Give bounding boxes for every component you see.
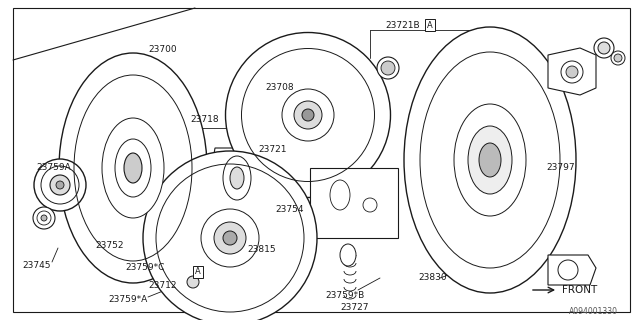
Ellipse shape: [377, 57, 399, 79]
Text: 23759*C: 23759*C: [125, 263, 164, 273]
Text: 23759*B: 23759*B: [325, 291, 364, 300]
Ellipse shape: [611, 51, 625, 65]
Text: 23759A: 23759A: [36, 164, 71, 172]
Text: 23727: 23727: [340, 303, 369, 313]
Text: 23815: 23815: [247, 245, 276, 254]
Ellipse shape: [187, 276, 199, 288]
Ellipse shape: [56, 181, 64, 189]
Polygon shape: [210, 148, 260, 210]
Text: A: A: [195, 268, 201, 276]
Text: 23718: 23718: [190, 116, 219, 124]
Ellipse shape: [59, 53, 207, 283]
Ellipse shape: [225, 33, 390, 197]
Text: 23759*A: 23759*A: [108, 295, 147, 305]
Ellipse shape: [468, 126, 512, 194]
Polygon shape: [548, 255, 596, 285]
Ellipse shape: [33, 207, 55, 229]
Ellipse shape: [214, 222, 246, 254]
Ellipse shape: [41, 215, 47, 221]
Text: 23700: 23700: [148, 45, 177, 54]
Ellipse shape: [566, 66, 578, 78]
Ellipse shape: [598, 42, 610, 54]
Text: 23721B: 23721B: [385, 20, 420, 29]
Ellipse shape: [479, 143, 501, 177]
Ellipse shape: [282, 89, 334, 141]
Text: 23754: 23754: [275, 205, 303, 214]
Text: 23721: 23721: [258, 146, 287, 155]
Ellipse shape: [223, 231, 237, 245]
Text: 23830: 23830: [418, 274, 447, 283]
Ellipse shape: [50, 175, 70, 195]
Text: 23712: 23712: [148, 281, 177, 290]
Ellipse shape: [143, 151, 317, 320]
Ellipse shape: [124, 153, 142, 183]
Ellipse shape: [102, 118, 164, 218]
Ellipse shape: [302, 109, 314, 121]
Ellipse shape: [340, 244, 356, 266]
Ellipse shape: [201, 209, 259, 267]
Ellipse shape: [614, 54, 622, 62]
Ellipse shape: [115, 139, 151, 197]
Text: 23708: 23708: [265, 84, 294, 92]
Ellipse shape: [404, 27, 576, 293]
Bar: [310, 168, 398, 238]
Text: 23752: 23752: [95, 241, 124, 250]
Polygon shape: [548, 48, 596, 95]
Ellipse shape: [561, 61, 583, 83]
Text: A: A: [427, 20, 433, 29]
Text: FRONT: FRONT: [562, 285, 597, 295]
Text: A094001330: A094001330: [569, 308, 618, 316]
Text: 23797: 23797: [546, 164, 575, 172]
Ellipse shape: [294, 101, 322, 129]
Ellipse shape: [558, 260, 578, 280]
Ellipse shape: [34, 159, 86, 211]
Ellipse shape: [594, 38, 614, 58]
Text: 23745: 23745: [22, 260, 51, 269]
Ellipse shape: [381, 61, 395, 75]
Ellipse shape: [230, 167, 244, 189]
Ellipse shape: [454, 104, 526, 216]
